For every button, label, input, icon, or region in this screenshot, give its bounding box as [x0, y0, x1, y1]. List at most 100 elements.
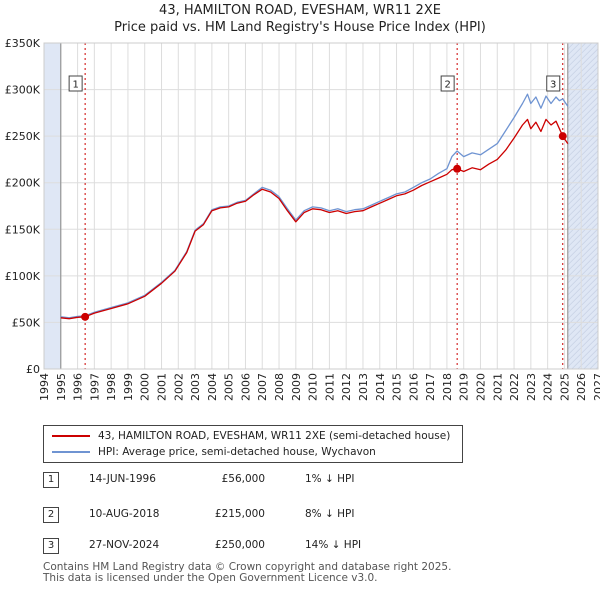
future-hatch	[567, 240, 599, 272]
y-tick-label: £100K	[5, 270, 41, 283]
sale-number-badge: 2	[43, 507, 59, 523]
plot-frame	[43, 42, 599, 370]
future-hatch	[567, 324, 599, 356]
plot-area	[44, 43, 598, 369]
x-tick-label: 2014	[374, 373, 387, 401]
future-hatch	[567, 78, 599, 110]
x-tick-label: 2003	[189, 373, 202, 401]
future-hatch	[567, 102, 599, 134]
x-tick-label: 2018	[441, 373, 454, 401]
legend-label-hpi: HPI: Average price, semi-detached house,…	[98, 446, 376, 458]
x-tick-label: 2006	[239, 373, 252, 401]
x-tick-label: 2025	[558, 373, 571, 401]
future-hatch	[567, 54, 599, 86]
sale-hpi-diff: 8% ↓ HPI	[305, 508, 355, 520]
future-hatch	[567, 174, 599, 206]
sale-marker-label: 1	[72, 80, 78, 91]
sale-price: £56,000	[221, 473, 265, 485]
legend-label-property: 43, HAMILTON ROAD, EVESHAM, WR11 2XE (se…	[98, 430, 451, 442]
future-hatch	[567, 180, 599, 212]
legend-swatch-property	[52, 435, 90, 437]
future-hatch	[567, 216, 599, 248]
chart-title: 43, HAMILTON ROAD, EVESHAM, WR11 2XE	[159, 3, 441, 18]
x-tick-label: 1995	[55, 373, 68, 401]
x-tick-label: 1996	[72, 373, 85, 401]
x-tick-label: 2011	[323, 373, 336, 401]
x-tick-label: 2020	[474, 373, 487, 401]
future-hatch	[567, 42, 575, 50]
future-hatch	[567, 192, 599, 224]
future-hatch	[567, 150, 599, 182]
sale-point	[81, 312, 90, 321]
sale-row: 2 10-AUG-2018 £215,000 8% ↓ HPI	[43, 505, 503, 525]
sale-date: 27-NOV-2024	[89, 539, 160, 551]
future-hatch	[589, 360, 599, 370]
x-tick-label: 2010	[307, 373, 320, 401]
x-tick-label: 2015	[391, 373, 404, 401]
future-hatch	[567, 300, 599, 332]
x-tick-label: 2023	[525, 373, 538, 401]
sale-marker-label: 3	[550, 80, 556, 91]
y-tick-label: £250K	[5, 130, 41, 143]
x-tick-label: 2017	[424, 373, 437, 401]
sale-price: £215,000	[214, 508, 265, 520]
future-hatch	[567, 222, 599, 254]
y-tick-label: £0	[26, 363, 40, 376]
future-hatch	[567, 96, 599, 128]
future-hatch	[567, 144, 599, 176]
future-hatch	[567, 228, 599, 260]
future-hatch	[567, 156, 599, 188]
x-tick-label: 2002	[172, 373, 185, 401]
footer-copyright: Contains HM Land Registry data © Crown c…	[43, 561, 452, 573]
sale-marker-box	[440, 75, 455, 92]
sale-point	[453, 164, 462, 173]
future-hatch	[567, 168, 599, 200]
future-hatch	[567, 210, 599, 242]
future-hatch	[567, 234, 599, 266]
future-hatch	[567, 114, 599, 146]
future-hatch	[567, 264, 599, 296]
sale-marker-box	[546, 75, 561, 92]
future-hatch	[567, 204, 599, 236]
future-hatch	[567, 60, 599, 92]
future-hatch	[567, 48, 599, 80]
x-tick-label: 2001	[156, 373, 169, 401]
future-hatch	[567, 252, 599, 284]
x-tick-label: 2007	[256, 373, 269, 401]
legend: 43, HAMILTON ROAD, EVESHAM, WR11 2XE (se…	[43, 425, 463, 463]
y-tick-label: £200K	[5, 177, 41, 190]
x-tick-label: 2024	[542, 373, 555, 401]
future-hatch	[567, 138, 599, 170]
x-tick-label: 2012	[340, 373, 353, 401]
future-hatch	[571, 342, 599, 370]
sale-row: 3 27-NOV-2024 £250,000 14% ↓ HPI	[43, 536, 503, 556]
future-hatch	[567, 132, 599, 164]
future-hatch	[567, 312, 599, 344]
x-tick-label: 2022	[508, 373, 521, 401]
sale-marker-box	[68, 75, 83, 92]
x-tick-label: 1999	[122, 373, 135, 401]
x-tick-label: 1998	[105, 373, 118, 401]
legend-swatch-hpi	[52, 451, 90, 453]
sale-hpi-diff: 1% ↓ HPI	[305, 473, 355, 485]
future-hatch	[567, 306, 599, 338]
sale-price: £250,000	[214, 539, 265, 551]
y-tick-label: £350K	[5, 37, 41, 50]
future-hatch	[567, 294, 599, 326]
x-tick-label: 1994	[38, 373, 51, 401]
future-hatch	[567, 42, 599, 74]
future-hatch	[567, 258, 599, 290]
y-tick-label: £50K	[12, 316, 41, 329]
future-hatch	[567, 42, 593, 68]
x-tick-label: 2005	[223, 373, 236, 401]
x-tick-label: 2009	[290, 373, 303, 401]
sale-marker-label: 2	[444, 80, 450, 91]
x-tick-label: 2004	[206, 373, 219, 401]
future-hatch	[567, 246, 599, 278]
footer-licence: This data is licensed under the Open Gov…	[43, 572, 378, 584]
sale-row: 1 14-JUN-1996 £56,000 1% ↓ HPI	[43, 470, 503, 490]
future-hatch	[567, 288, 599, 320]
future-hatch	[567, 126, 599, 158]
future-hatch	[567, 186, 599, 218]
x-tick-label: 2008	[273, 373, 286, 401]
